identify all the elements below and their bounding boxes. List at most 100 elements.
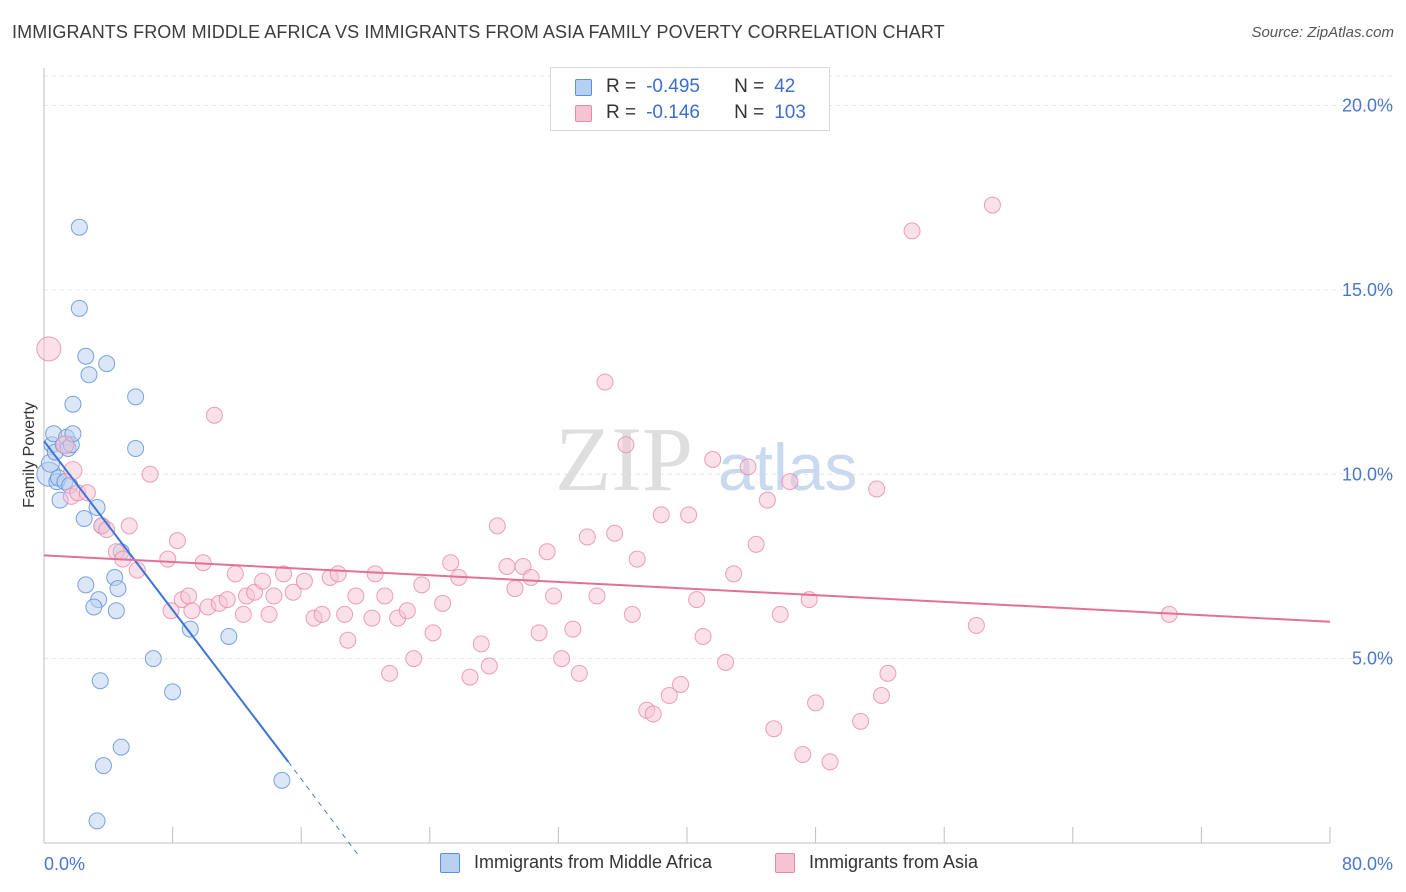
data-point [781,473,799,491]
bottom-legend-middle-africa: Immigrants from Middle Africa [440,852,712,873]
data-point [623,605,641,623]
data-point [234,605,252,623]
data-point [644,705,662,723]
legend-r-value: -0.495 [646,76,700,97]
axes [43,68,1331,844]
data-point [313,605,331,623]
data-point [538,543,556,561]
chart-title: IMMIGRANTS FROM MIDDLE AFRICA VS IMMIGRA… [12,22,945,42]
legend-r-label: R = [606,102,637,123]
data-point [141,465,159,483]
data-point [366,565,384,583]
data-point [628,550,646,568]
data-point [480,657,498,675]
data-point [672,675,690,693]
bottom-legend-asia: Immigrants from Asia [775,852,978,873]
data-point [127,388,145,406]
source-label: Source: ZipAtlas.com [1251,24,1394,41]
data-point [70,299,88,317]
data-point [98,355,116,373]
data-point [94,757,112,775]
data-point [506,580,524,598]
data-point [180,587,198,605]
data-point [80,366,98,384]
data-point [434,594,452,612]
data-point [413,576,431,594]
data-point [381,664,399,682]
data-point [75,510,93,527]
data-point [218,591,236,609]
legend-r-label: R = [606,76,637,97]
data-point [879,664,897,682]
legend-r-value: -0.146 [646,102,700,123]
data-point [652,506,670,524]
data-point [329,565,347,583]
data-point [107,602,125,620]
data-point [758,491,776,509]
data-point [596,373,614,391]
gridlines [44,75,1393,660]
data-point [704,451,722,468]
data-point [868,480,886,498]
legend-n-value: 42 [774,76,796,97]
series-middle-africa-points [36,218,291,830]
data-point [680,506,698,524]
data-point [265,587,283,605]
data-point [739,458,757,476]
data-point [144,650,162,668]
data-point [717,653,735,671]
data-point [55,435,75,455]
legend-swatch-pink [575,104,592,122]
data-point [88,498,106,516]
data-point [794,746,812,763]
y-axis-label: Family Poverty [21,402,38,508]
legend-row-middle-africa: R = -0.495 N = 42 [575,75,795,99]
data-point [606,524,624,542]
data-point [442,554,460,572]
legend-n-label: N = [734,102,765,123]
trend-lines [43,440,1331,855]
legend-n-label: N = [734,76,765,97]
data-point [588,587,606,605]
data-point [530,624,548,642]
bottom-legend-swatch-pink [775,852,795,873]
y-tick-label: 5.0% [1352,649,1393,669]
bottom-legend-label: Immigrants from Middle Africa [474,852,713,872]
data-point [220,628,238,645]
data-point [376,587,394,605]
data-point [747,535,765,553]
data-point [498,557,516,575]
data-point [807,694,825,712]
data-point [336,605,354,623]
watermark-atlas: atlas [718,430,857,504]
data-point [405,650,423,668]
y-tick-label: 15.0% [1342,280,1393,300]
x-tick-label-min: 0.0% [44,854,85,874]
y-tick-label: 20.0% [1342,96,1393,116]
data-point [873,687,891,704]
data-point [164,683,182,701]
data-point [88,812,106,830]
data-point [205,406,223,424]
legend-swatch-blue [575,78,592,96]
data-point [85,598,103,616]
data-point [168,532,186,550]
data-point [725,565,743,583]
data-point [398,602,416,620]
data-point [77,576,95,594]
bottom-legend-swatch-blue [440,852,460,873]
data-point [694,628,712,645]
data-point [273,771,291,789]
series-asia-points [36,196,1178,771]
trend-line-middle-africa-extension [287,761,358,855]
data-point [660,687,678,704]
data-point [77,347,95,365]
data-point [821,753,839,771]
trend-line-middle-africa [43,440,290,763]
data-point [545,587,563,605]
data-point [98,521,116,539]
data-point [284,583,302,601]
data-point [109,580,127,598]
data-point [522,569,540,586]
